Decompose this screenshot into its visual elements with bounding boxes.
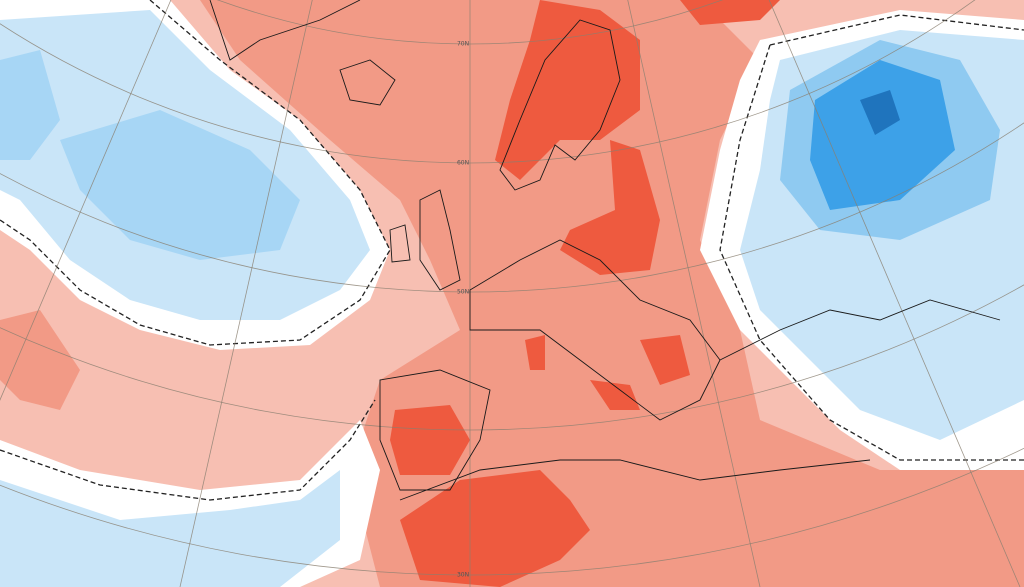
latitude-label: 70N: [457, 41, 469, 48]
cool-anomaly-core: [0, 50, 300, 260]
meridian: [0, 0, 172, 401]
cool-anomaly-region: [0, 470, 340, 587]
coastline: [469, 239, 721, 421]
hot-anomaly-region: [495, 0, 640, 180]
coastline: [209, 0, 361, 61]
cold-anomaly-core: [810, 60, 955, 210]
coastline: [339, 59, 396, 106]
warm-anomaly-region: [0, 310, 80, 410]
latitude-label: 30N: [457, 572, 469, 579]
meridian: [179, 0, 313, 587]
zero-contour: [719, 14, 1024, 461]
hot-anomaly-region: [560, 140, 660, 275]
coastline: [379, 369, 491, 491]
coastlines: [209, 0, 1001, 501]
meridian: [768, 0, 1021, 587]
coastline: [389, 189, 461, 291]
hot-anomaly-region: [525, 335, 690, 410]
latitude-label: 50N: [457, 289, 469, 296]
meridian: [627, 0, 761, 587]
hot-anomaly-region: [390, 405, 470, 475]
coastline: [719, 299, 1001, 361]
cold-anomaly-peak: [860, 90, 900, 135]
hot-anomaly-region: [400, 470, 590, 587]
zero-contour: [0, 399, 376, 501]
latitude-labels: 70N 60N 50N 30N: [457, 41, 469, 579]
coastline: [399, 459, 871, 501]
latitude-label: 60N: [457, 160, 469, 167]
coastline: [499, 19, 621, 191]
